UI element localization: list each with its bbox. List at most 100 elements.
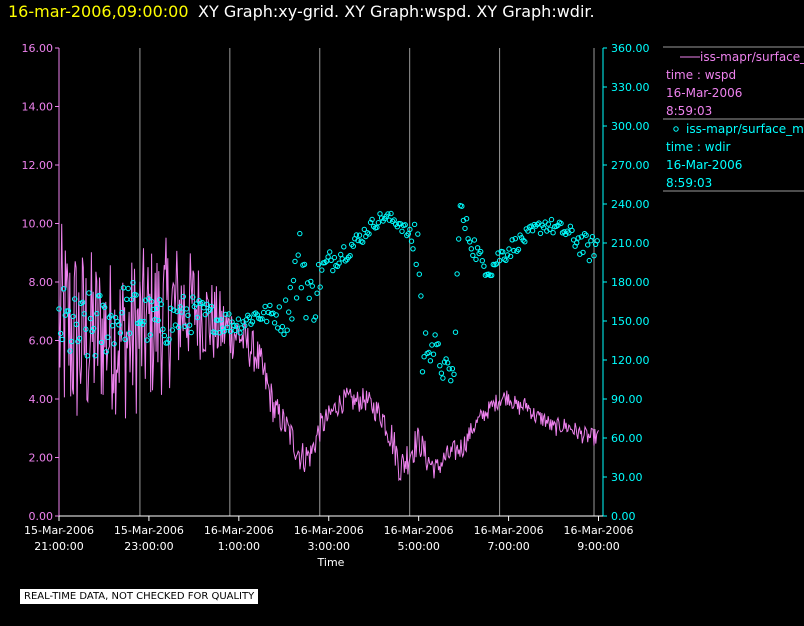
wdir-point [67, 348, 73, 354]
y-right-tick-label: 150.00 [611, 315, 650, 328]
wdir-point [92, 353, 98, 359]
wdir-point [537, 230, 544, 237]
wdir-point [186, 322, 193, 328]
wdir-point [124, 296, 130, 302]
wdir-point [97, 292, 103, 299]
wdir-point [267, 302, 273, 309]
y-right-tick-label: 0.00 [611, 510, 636, 523]
wdir-point [496, 257, 503, 264]
wdir-point [153, 305, 160, 312]
wdir-point [585, 242, 591, 248]
wdir-point [325, 254, 331, 260]
wdir-point [125, 285, 131, 292]
wdir-point [84, 353, 91, 359]
wdir-point [235, 316, 242, 322]
wdir-point [264, 318, 270, 325]
wdir-point [157, 297, 163, 303]
wdir-point [506, 246, 512, 252]
wdir-point [405, 231, 411, 237]
legend-wspd-time: 8:59:03 [666, 104, 712, 118]
wdir-point [345, 254, 352, 260]
wdir-point [331, 254, 338, 261]
wdir-point [87, 315, 94, 322]
wdir-point [287, 284, 293, 291]
y-left-tick-label: 14.00 [22, 101, 54, 114]
wdir-point [367, 219, 374, 226]
wdir-point [194, 314, 201, 321]
wdir-point [360, 239, 366, 245]
wdir-point [208, 303, 215, 310]
wdir-point [109, 323, 116, 329]
wdir-point [179, 309, 185, 315]
wdir-point [341, 244, 347, 250]
wdir-point [259, 316, 265, 322]
wdir-point [471, 237, 478, 243]
wdir-point [234, 322, 240, 329]
header-title: XY Graph:xy-grid. XY Graph:wspd. XY Grap… [198, 2, 595, 21]
wdir-point [281, 331, 287, 337]
wdir-point [574, 240, 580, 246]
wdir-point [545, 221, 552, 227]
wdir-point [119, 310, 125, 316]
wdir-point [201, 305, 207, 311]
wdir-point [275, 325, 281, 331]
wdir-point [68, 338, 75, 345]
wdir-point [541, 225, 547, 231]
wdir-point [290, 277, 297, 284]
wdir-point [446, 366, 452, 372]
wdir-point [160, 326, 166, 332]
wdir-point [141, 318, 147, 325]
wdir-point [286, 309, 292, 315]
wdir-point [101, 304, 108, 311]
y-right-tick-label: 360.00 [611, 42, 650, 55]
wdir-point [426, 349, 432, 356]
wdir-point [73, 321, 80, 327]
wdir-point [183, 306, 190, 312]
y-left-tick-label: 2.00 [29, 452, 54, 465]
wdir-point [504, 252, 511, 258]
wdir-point [416, 271, 422, 277]
wdir-point [580, 249, 586, 256]
wdir-point [456, 236, 462, 242]
wdir-point [547, 226, 553, 233]
y-axis-right-ticks: 0.00 30.00 60.00 90.00 120.00 150.00 180.00 210… [603, 42, 650, 523]
wdir-point [440, 375, 446, 381]
wdir-point [169, 327, 176, 333]
wdir-point [350, 243, 356, 249]
wdir-point [215, 317, 221, 323]
wdir-point [105, 334, 111, 340]
x-tick-time: 7:00:00 [487, 540, 529, 553]
wdir-point [232, 327, 238, 334]
wdir-point [548, 216, 555, 223]
wdir-point [166, 336, 172, 342]
wdir-point [583, 232, 589, 238]
wdir-point [467, 239, 473, 245]
wdir-point [356, 232, 363, 238]
x-tick-date: 16-Mar-2006 [564, 524, 634, 537]
wdir-point [152, 316, 158, 323]
wdir-point [427, 358, 434, 364]
wdir-point [522, 239, 528, 245]
wdir-point [279, 323, 286, 330]
wdir-point [489, 272, 495, 278]
x-tick-time: 23:00:00 [124, 540, 173, 553]
wdir-point [421, 354, 427, 360]
legend-wdir-swatch [673, 126, 679, 132]
wdir-point [103, 349, 109, 355]
wdir-point [231, 322, 237, 328]
wdir-point [419, 369, 426, 375]
wdir-point [429, 342, 435, 348]
y-right-tick-label: 30.00 [611, 471, 643, 484]
x-tick-time: 3:00:00 [308, 540, 350, 553]
wdir-point [520, 237, 526, 243]
wdir-point [493, 261, 500, 267]
wdir-point [462, 225, 468, 232]
wdir-point [432, 332, 438, 338]
y-left-tick-label: 10.00 [22, 218, 54, 231]
wdir-point [402, 222, 408, 228]
wdir-point [65, 308, 72, 314]
wdir-point [61, 286, 67, 292]
y-left-tick-label: 12.00 [22, 159, 54, 172]
wdir-point [374, 224, 380, 231]
